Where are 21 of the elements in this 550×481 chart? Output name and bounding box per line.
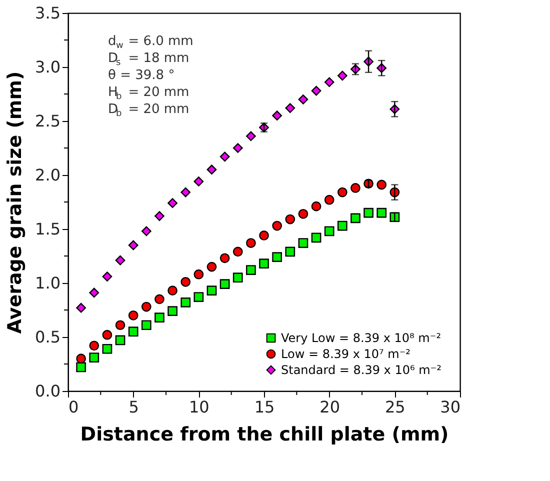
y-tick-label: 2.0 [35, 166, 60, 184]
legend-label: Low = 8.39 x 10⁷ m⁻² [281, 347, 411, 361]
y-tick-label: 1.5 [35, 220, 60, 238]
x-tick-label: 0 [68, 398, 79, 416]
x-tick-label: 20 [320, 398, 340, 416]
legend-label: Very Low = 8.39 x 10⁸ m⁻² [281, 331, 442, 345]
y-tick-label: 1.0 [35, 274, 60, 292]
x-tick-label: 15 [254, 398, 275, 416]
y-tick-label: 3.5 [35, 4, 60, 22]
y-tick-label: 0.5 [35, 328, 60, 346]
x-tick-label: 25 [384, 398, 406, 416]
annotation: θ = 39.8 ° [108, 68, 175, 83]
y-tick-label: 0.0 [35, 382, 60, 400]
y-tick-label: 3.0 [35, 58, 60, 76]
y-tick-label: 2.5 [35, 112, 60, 130]
x-axis-title: Distance from the chill plate (mm) [80, 424, 449, 446]
x-tick-label: 5 [128, 398, 139, 416]
y-axis-title: Average grain size (mm) [4, 71, 26, 334]
legend-label: Standard = 8.39 x 10⁶ m⁻² [281, 363, 442, 377]
x-tick-label: 10 [188, 398, 210, 416]
x-tick-label: 30 [440, 398, 460, 416]
